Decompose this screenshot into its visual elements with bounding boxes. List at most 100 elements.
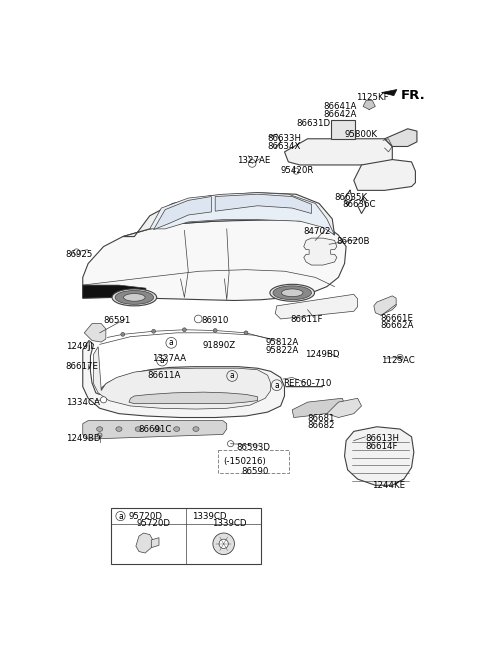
Text: a: a [169, 338, 174, 347]
Polygon shape [285, 139, 392, 165]
Polygon shape [275, 295, 358, 319]
Text: FR.: FR. [401, 89, 425, 102]
Circle shape [233, 464, 239, 470]
Text: a: a [118, 512, 123, 521]
Circle shape [228, 441, 234, 447]
Text: 1249BD: 1249BD [66, 434, 100, 443]
Text: 84702: 84702 [303, 228, 330, 236]
Circle shape [152, 329, 156, 333]
Text: 86662A: 86662A [381, 321, 414, 330]
FancyBboxPatch shape [111, 508, 262, 564]
Text: 1339CD: 1339CD [192, 512, 227, 521]
Text: a: a [275, 380, 279, 390]
Text: 1244KE: 1244KE [372, 481, 406, 489]
Polygon shape [83, 220, 346, 300]
Text: 86613H: 86613H [365, 434, 399, 443]
Circle shape [182, 328, 186, 332]
Circle shape [97, 433, 102, 438]
Ellipse shape [112, 289, 156, 306]
Text: 86593D: 86593D [237, 443, 271, 452]
Circle shape [213, 533, 234, 554]
Circle shape [100, 397, 107, 403]
Ellipse shape [273, 286, 312, 300]
Polygon shape [384, 129, 417, 146]
Ellipse shape [281, 289, 303, 297]
Text: 86620B: 86620B [337, 237, 371, 245]
Ellipse shape [123, 293, 145, 301]
Polygon shape [215, 194, 312, 213]
Circle shape [121, 333, 125, 337]
Text: 95720D: 95720D [128, 512, 162, 521]
Text: 1327AA: 1327AA [152, 354, 186, 363]
Polygon shape [83, 420, 227, 439]
FancyBboxPatch shape [332, 120, 355, 139]
Text: a: a [160, 356, 165, 365]
Polygon shape [304, 238, 337, 265]
Text: 86614F: 86614F [365, 442, 398, 451]
Text: 86635K: 86635K [335, 193, 368, 201]
Text: 1125AC: 1125AC [381, 356, 415, 365]
Text: 86611F: 86611F [291, 315, 323, 324]
Polygon shape [363, 100, 375, 110]
Text: 1339CD: 1339CD [212, 519, 247, 528]
Text: 86636C: 86636C [342, 200, 376, 209]
Circle shape [293, 168, 299, 174]
Polygon shape [154, 197, 211, 230]
Text: 95800K: 95800K [345, 131, 378, 139]
Circle shape [73, 249, 80, 255]
Polygon shape [151, 538, 159, 548]
Polygon shape [327, 398, 361, 417]
Polygon shape [382, 89, 397, 96]
Text: 86631D: 86631D [296, 119, 330, 128]
Polygon shape [345, 427, 414, 485]
Ellipse shape [135, 427, 141, 432]
Circle shape [213, 329, 217, 333]
Text: 86925: 86925 [66, 250, 93, 258]
FancyBboxPatch shape [218, 450, 289, 473]
Circle shape [244, 331, 248, 335]
Circle shape [248, 159, 256, 167]
Text: REF.60-710: REF.60-710 [283, 379, 331, 388]
Polygon shape [150, 193, 335, 235]
Text: 95720D: 95720D [137, 519, 171, 528]
Text: 86681: 86681 [308, 414, 335, 422]
Text: 86661E: 86661E [381, 314, 414, 323]
Circle shape [194, 315, 202, 323]
Text: 86634X: 86634X [267, 142, 301, 151]
Text: 86910: 86910 [201, 316, 228, 325]
Text: 86591: 86591 [104, 316, 131, 325]
Text: 95420R: 95420R [281, 166, 314, 174]
Polygon shape [123, 193, 335, 237]
Text: 1125KF: 1125KF [356, 92, 389, 102]
Ellipse shape [96, 427, 103, 432]
Ellipse shape [174, 427, 180, 432]
Ellipse shape [270, 284, 314, 301]
Polygon shape [136, 533, 153, 553]
Text: 86642A: 86642A [323, 110, 356, 119]
Ellipse shape [193, 427, 199, 432]
Text: 86611A: 86611A [147, 371, 181, 380]
Text: 91890Z: 91890Z [203, 340, 236, 350]
Circle shape [219, 539, 228, 548]
Text: 86691C: 86691C [138, 425, 171, 434]
Text: 86617E: 86617E [66, 362, 99, 371]
Polygon shape [129, 392, 258, 403]
Polygon shape [374, 296, 396, 315]
Text: 86633H: 86633H [267, 134, 301, 143]
Polygon shape [354, 159, 415, 190]
Text: 86641A: 86641A [323, 102, 356, 111]
Text: a: a [230, 371, 235, 380]
Text: (-150216): (-150216) [224, 457, 266, 466]
Text: 1249JL: 1249JL [66, 342, 95, 351]
Circle shape [397, 354, 403, 361]
Text: 1334CA: 1334CA [66, 398, 100, 407]
Polygon shape [83, 285, 146, 298]
Text: 86682: 86682 [308, 421, 335, 430]
Polygon shape [84, 323, 106, 342]
Text: 1327AE: 1327AE [237, 155, 270, 165]
Text: 86590: 86590 [241, 467, 269, 476]
Ellipse shape [115, 291, 154, 304]
Polygon shape [292, 398, 345, 417]
Text: 95812A: 95812A [265, 338, 299, 347]
Polygon shape [83, 340, 285, 417]
